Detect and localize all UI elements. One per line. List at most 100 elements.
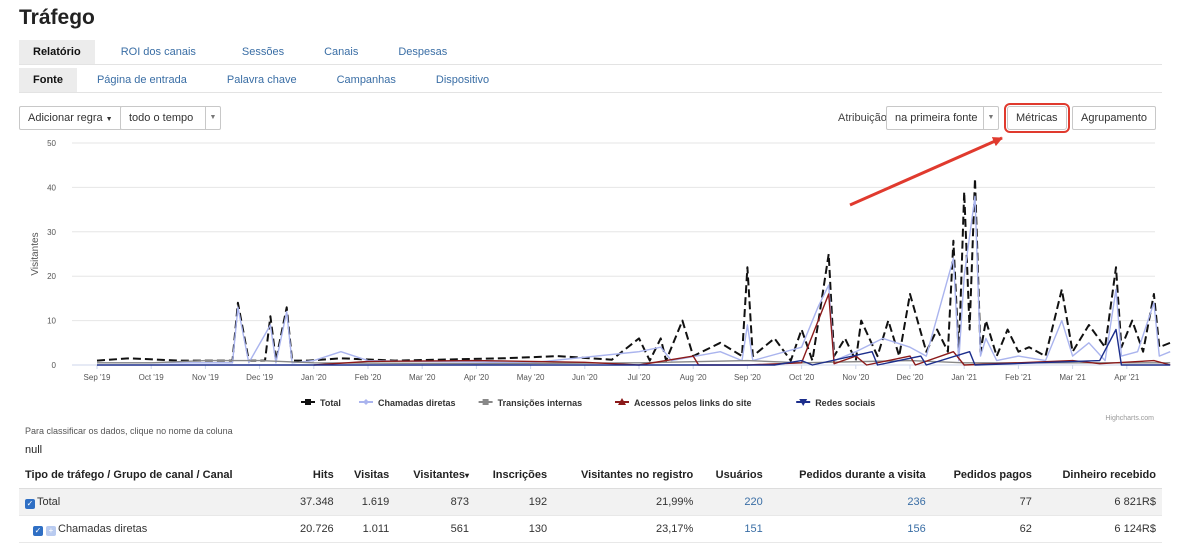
cell-visitantes-registro: 21,99% xyxy=(553,488,700,516)
tab-campanhas[interactable]: Campanhas xyxy=(336,74,396,86)
table-row: ✓ + Chamadas diretas 20.726 1.011 561 130 … xyxy=(19,515,1162,543)
col-header-usuarios[interactable]: Usuários xyxy=(699,462,769,489)
period-select[interactable]: todo o tempo ▼ xyxy=(120,106,221,130)
series-line xyxy=(97,195,1171,364)
tab-fonte[interactable]: Fonte xyxy=(19,68,77,92)
x-tick-label: Dec '19 xyxy=(246,373,273,382)
x-tick-label: Jan '20 xyxy=(301,373,327,382)
col-header-pedidos-pagos[interactable]: Pedidos pagos xyxy=(931,462,1038,489)
chart-legend: Total Chamadas diretas Transições internas… xyxy=(301,398,875,408)
cell-visitas: 1.011 xyxy=(339,515,396,543)
attribution-label: Atribuição xyxy=(838,112,887,124)
col-header-hits[interactable]: Hits xyxy=(286,462,340,489)
tab-roi-dos-canais[interactable]: ROI dos canais xyxy=(120,46,196,58)
cell-pedidos-visita-link[interactable]: 236 xyxy=(907,496,926,508)
chevron-down-icon: ▼ xyxy=(205,107,220,129)
y-axis-label: Visitantes xyxy=(30,232,41,275)
chart-series xyxy=(96,177,1171,366)
cell-usuarios-link[interactable]: 220 xyxy=(744,496,763,508)
tab-dispositivo[interactable]: Dispositivo xyxy=(435,74,490,86)
chart-x-ticks: Sep '19 Oct '19 Nov '19 Dec '19 Jan '20 Feb '… xyxy=(84,365,1140,382)
x-tick-label: Dec '20 xyxy=(897,373,924,382)
chart-y-ticks: 0 10 20 30 40 50 xyxy=(47,139,56,370)
col-header-pedidos-visita[interactable]: Pedidos durante a visita xyxy=(768,462,932,489)
y-tick-label: 50 xyxy=(47,139,56,148)
cell-pedidos-visita-link[interactable]: 156 xyxy=(907,523,926,535)
col-header-inscricoes[interactable]: Inscrições xyxy=(475,462,554,489)
channel-icon: + xyxy=(46,525,56,536)
legend-symbol-marker xyxy=(799,399,808,406)
x-tick-label: Jul '20 xyxy=(628,373,651,382)
tab-sessoes[interactable]: Sessões xyxy=(241,46,285,58)
grouping-button[interactable]: Agrupamento xyxy=(1072,106,1157,130)
col-header-visitantes-label: Visitantes xyxy=(413,469,465,481)
primary-tabs-divider xyxy=(19,64,1162,65)
cell-dinheiro: 6 821R$ xyxy=(1037,488,1162,516)
checkbox[interactable]: ✓ xyxy=(25,498,35,509)
cell-inscricoes: 130 xyxy=(475,515,554,543)
legend-symbol-marker xyxy=(363,399,369,405)
legend-item-label[interactable]: Acessos pelos links do site xyxy=(634,398,752,408)
secondary-tabs-divider xyxy=(19,92,1162,93)
sort-desc-icon: ▾ xyxy=(465,471,470,480)
series-line xyxy=(97,328,1171,366)
legend-item-label[interactable]: Redes sociais xyxy=(815,398,875,408)
col-header-traffic-type[interactable]: Tipo de tráfego / Grupo de canal / Canal xyxy=(19,462,286,489)
add-rule-button[interactable]: Adicionar regra ▼ xyxy=(19,106,122,130)
x-tick-label: Aug '20 xyxy=(680,373,707,382)
x-tick-label: Sep '20 xyxy=(734,373,761,382)
cell-visitantes: 873 xyxy=(395,488,476,516)
cell-inscricoes: 192 xyxy=(475,488,554,516)
cell-pedidos-pagos: 77 xyxy=(931,488,1038,516)
x-tick-label: May '20 xyxy=(517,373,545,382)
x-tick-label: Apr '21 xyxy=(1114,373,1140,382)
x-tick-label: Nov '19 xyxy=(192,373,219,382)
x-tick-label: Mar '21 xyxy=(1059,373,1086,382)
annotation-arrow xyxy=(849,136,1003,207)
null-text: null xyxy=(25,444,43,456)
tab-pagina-de-entrada[interactable]: Página de entrada xyxy=(96,74,187,86)
col-header-visitantes-registro[interactable]: Visitantes no registro xyxy=(553,462,700,489)
tab-relatorio[interactable]: Relatório xyxy=(19,40,95,64)
checkbox[interactable]: ✓ xyxy=(33,525,43,536)
sort-hint: Para classificar os dados, clique no nom… xyxy=(25,426,233,436)
cell-usuarios[interactable]: 151 xyxy=(699,515,769,543)
row-name: Chamadas diretas xyxy=(58,522,148,535)
legend-symbol-marker xyxy=(482,399,489,405)
y-tick-label: 20 xyxy=(47,272,56,281)
tab-despesas[interactable]: Despesas xyxy=(398,46,448,58)
col-header-visitas[interactable]: Visitas xyxy=(339,462,396,489)
metrics-button[interactable]: Métricas xyxy=(1004,103,1070,133)
x-tick-label: Jan '21 xyxy=(951,373,977,382)
series-line xyxy=(96,177,1171,362)
legend-item-label[interactable]: Chamadas diretas xyxy=(378,398,456,408)
row-name-cell: ✓ + Chamadas diretas xyxy=(19,515,286,543)
x-tick-label: Mar '20 xyxy=(409,373,436,382)
x-tick-label: Jun '20 xyxy=(572,373,598,382)
attribution-select[interactable]: na primeira fonte ▼ xyxy=(886,106,999,130)
col-header-dinheiro[interactable]: Dinheiro recebido xyxy=(1037,462,1162,489)
x-tick-label: Feb '20 xyxy=(355,373,382,382)
chart-gridlines xyxy=(72,142,1155,366)
cell-pedidos-visita[interactable]: 236 xyxy=(768,488,932,516)
tab-palavra-chave[interactable]: Palavra chave xyxy=(226,74,297,86)
col-header-visitantes[interactable]: Visitantes▾ xyxy=(395,462,476,489)
cell-pedidos-visita[interactable]: 156 xyxy=(768,515,932,543)
legend-symbol-marker xyxy=(618,398,626,405)
tab-canais[interactable]: Canais xyxy=(324,46,359,58)
x-tick-label: Oct '20 xyxy=(789,373,815,382)
table-header-row: Tipo de tráfego / Grupo de canal / Canal… xyxy=(19,462,1162,489)
legend-item-label[interactable]: Transições internas xyxy=(498,398,583,408)
legend-item-label[interactable]: Total xyxy=(320,398,341,408)
period-select-value: todo o tempo xyxy=(129,112,194,124)
cell-usuarios-link[interactable]: 151 xyxy=(744,523,763,535)
data-table: Tipo de tráfego / Grupo de canal / Canal… xyxy=(19,462,1162,543)
legend-symbol-marker xyxy=(305,399,311,405)
cell-usuarios[interactable]: 220 xyxy=(699,488,769,516)
cell-hits: 37.348 xyxy=(286,488,340,516)
chart-credit[interactable]: Highcharts.com xyxy=(1105,415,1154,422)
x-tick-label: Feb '21 xyxy=(1005,373,1032,382)
y-tick-label: 40 xyxy=(47,183,56,192)
page-title: Tráfego xyxy=(19,6,95,29)
